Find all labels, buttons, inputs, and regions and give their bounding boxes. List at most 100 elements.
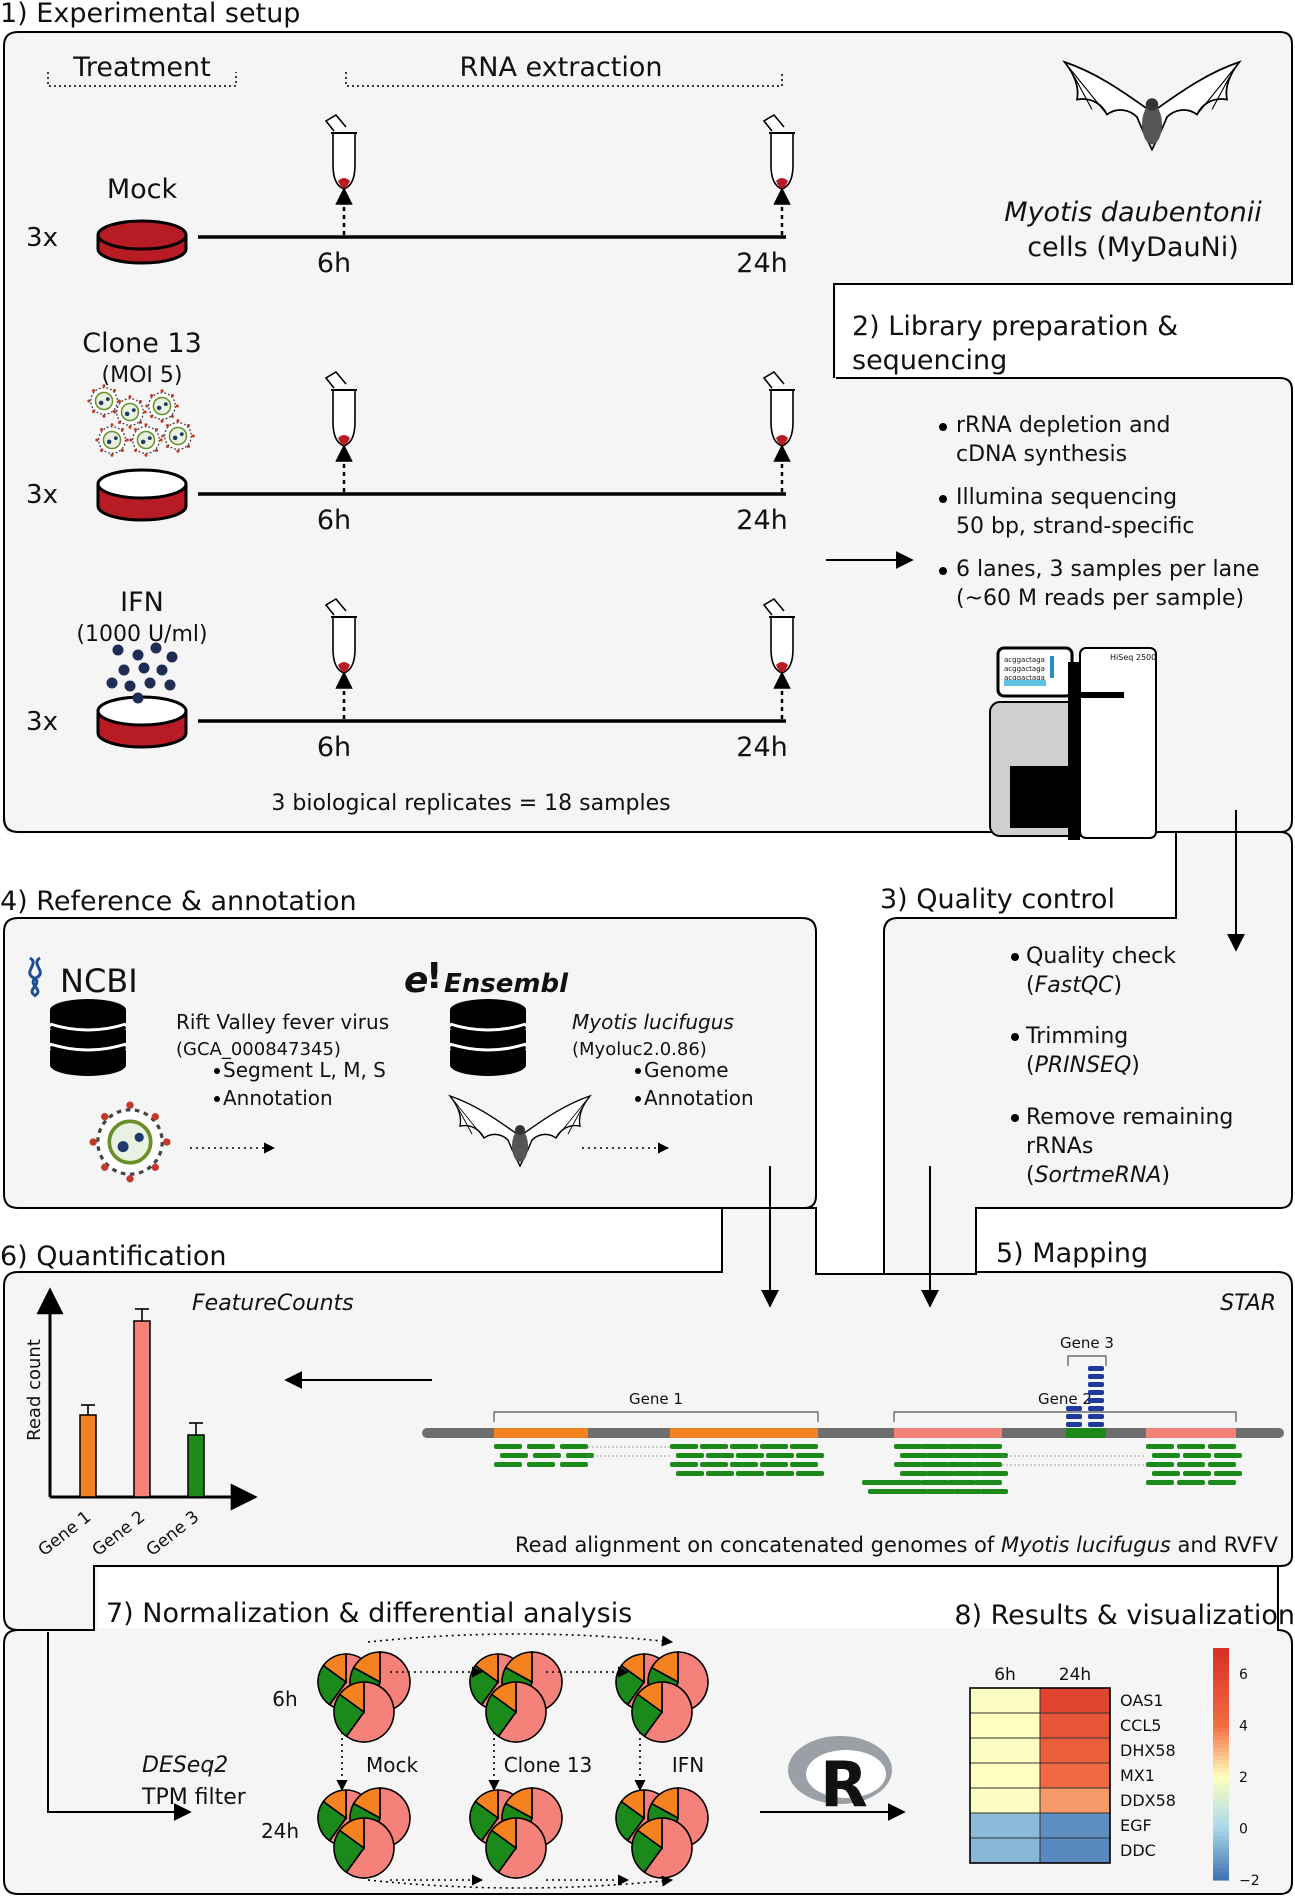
results-title: 8) Results & visualization [954,1600,1295,1631]
gene-label: Gene 1 [629,1390,683,1408]
database-icon [48,997,128,1078]
read [1088,1374,1104,1379]
petri-dish [96,695,188,749]
bullet [1011,1033,1019,1041]
rna-extraction-label: RNA extraction [460,52,663,83]
read [900,1453,928,1458]
read [872,1480,900,1485]
heatmap-row-label: MX1 [1120,1766,1155,1785]
heatmap-cell [1039,1712,1111,1739]
read [947,1480,976,1485]
colorbar-tick: 0 [1239,1821,1248,1837]
library-step: rRNA depletion and [956,413,1170,438]
timepoint-label: 24h [736,248,787,279]
read [676,1453,704,1458]
ensembl-mark: ! [426,956,442,997]
pie-chart [631,1681,693,1743]
read [527,1462,555,1467]
colorbar-segment [1213,1812,1229,1817]
qc-step: Remove remaining [1026,1105,1233,1130]
read [790,1462,818,1467]
pie-chart [485,1817,547,1879]
screen-text: acggactaga [1004,665,1045,673]
mapping-caption: Read alignment on concatenated genomes o… [515,1533,1279,1557]
heatmap-cell [1039,1762,1111,1789]
read [974,1444,1002,1449]
heatmap-cell [1039,1787,1111,1814]
colorbar-segment [1213,1756,1229,1761]
treatment-detail: (MOI 5) [102,363,183,388]
comparison-arrow-bottom [367,1875,674,1889]
colorbar-segment [1213,1764,1229,1769]
read [670,1462,698,1467]
read [894,1444,922,1449]
read [900,1489,928,1494]
colorbar-segment [1213,1776,1229,1781]
library-step-detail: 50 bp, strand-specific [956,514,1195,539]
read [566,1453,594,1458]
colorbar-segment [1213,1824,1229,1829]
bar [79,1414,97,1498]
read [1066,1414,1082,1419]
colorbar-segment [1213,1760,1229,1765]
colorbar-segment [1213,1852,1229,1857]
r-logo: R [788,1736,892,1821]
heatmap-cell [1039,1687,1111,1714]
library-title-2: sequencing [852,345,1007,376]
treatment-label: Treatment [72,52,210,83]
read [974,1480,1002,1485]
colorbar-tick: −2 [1239,1873,1260,1889]
colorbar-segment [1213,1780,1229,1785]
replicate-count: 3x [26,223,58,253]
cell-line-label: cells (MyDauNi) [1027,232,1239,263]
screen-text: acggactaga [1004,674,1045,682]
splice-junctions [588,1446,1146,1466]
read [670,1444,698,1449]
read [926,1471,955,1476]
colorbar-segment [1213,1676,1229,1681]
gene-label: Gene 2 [1038,1390,1092,1408]
exon [494,1428,588,1438]
qc-tool: (SortmeRNA) [1026,1163,1170,1188]
ifn-dot [106,677,118,689]
exon [670,1428,818,1438]
pie-chart [485,1681,547,1743]
colorbar-tick: 2 [1239,1770,1248,1786]
treatment-detail: (1000 U/ml) [76,622,207,647]
read [766,1471,794,1476]
colorbar-segment [1213,1876,1229,1881]
group-label: Mock [366,1753,418,1777]
read [1088,1390,1104,1395]
qc-tool: (PRINSEQ) [1026,1053,1140,1078]
heatmap-cell [969,1837,1041,1864]
qc-step: Quality check [1026,944,1176,969]
read [706,1453,734,1458]
colorbar-segment [1213,1672,1229,1677]
colorbar-segment [1213,1856,1229,1861]
read [894,1480,922,1485]
group-label: IFN [672,1753,704,1777]
bar [133,1320,151,1498]
comparison-arrow-top [367,1633,674,1647]
colorbar-segment [1213,1796,1229,1801]
heatmap-cell [1039,1737,1111,1764]
ifn-dot [164,679,176,691]
library-title-1: 2) Library preparation & [852,311,1178,342]
petri-dish [96,219,188,265]
ncbi-logo: NCBI [28,956,138,1000]
read [730,1444,758,1449]
colorbar-segment [1213,1848,1229,1853]
heatmap-cell [969,1687,1041,1714]
colorbar-segment [1213,1840,1229,1845]
colorbar-segment [1213,1684,1229,1689]
read [980,1453,1008,1458]
deseq2-label: DESeq2 [142,1753,228,1778]
sequencer-label: HiSeq 2500 [1110,653,1156,662]
read [500,1453,528,1458]
bat-assembly-id: (Myoluc2.0.86) [572,1039,707,1060]
read [900,1471,928,1476]
ensembl-logo: e! Ensembl [404,956,569,1001]
read [1088,1398,1104,1403]
quant-to-norm-arrow [47,1632,192,1821]
timepoint-label: 6h [317,248,351,279]
